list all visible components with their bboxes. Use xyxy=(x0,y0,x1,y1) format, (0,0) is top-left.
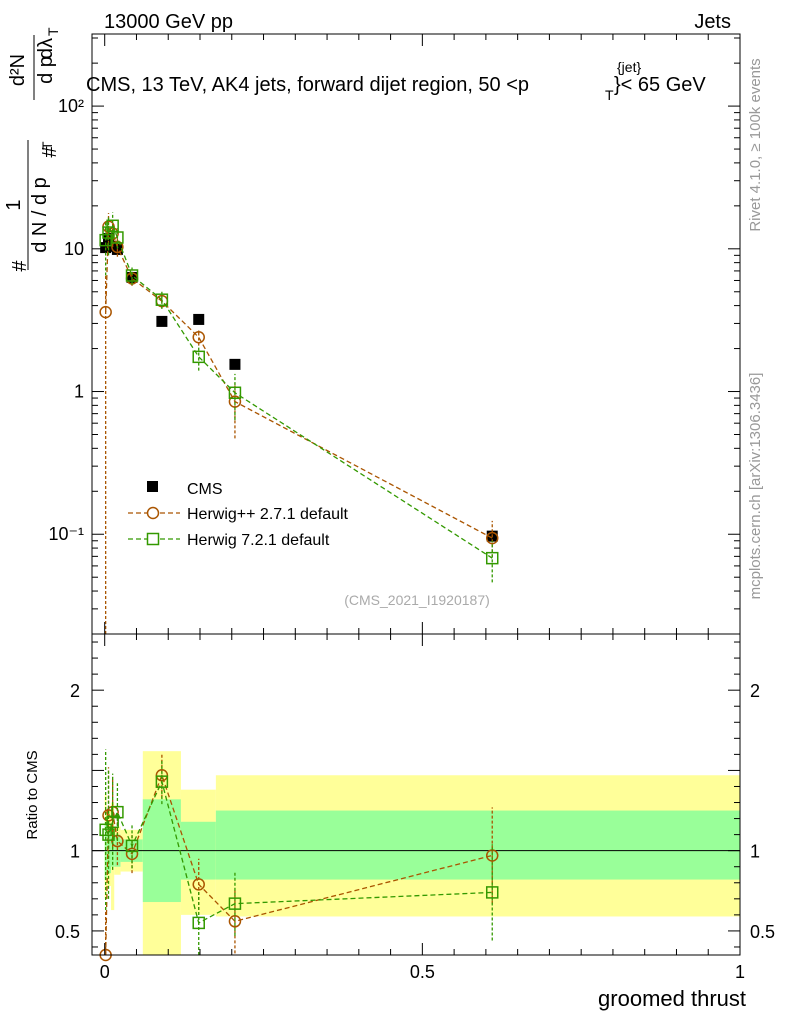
ratio-y-tick-label-right: 0.5 xyxy=(750,922,775,942)
series-herwig-7-2-1-default xyxy=(99,212,499,583)
y-tick-label: 10 xyxy=(64,239,84,259)
data-point xyxy=(229,358,241,370)
main-series xyxy=(99,212,499,634)
data-point xyxy=(485,531,499,545)
ratio-series xyxy=(92,749,740,962)
ratio-point xyxy=(192,878,205,891)
uncertainty-band-inner xyxy=(215,810,254,880)
main-axes: 10⁻¹ 1 10 10² xyxy=(48,34,741,635)
ylabel-hash-2: # xyxy=(39,146,61,158)
legend-marker-herwigpp xyxy=(146,506,160,520)
main-ylabel: # 1 d N / d p T # d²N d p T dλ xyxy=(3,27,61,272)
ylabel-dpt: d p xyxy=(35,56,57,84)
y-tick-label: 10⁻¹ xyxy=(48,524,84,544)
series-line xyxy=(105,224,493,559)
ratio-y-tick-label: 0.5 xyxy=(55,922,80,942)
legend: CMS Herwig++ 2.7.1 default Herwig 7.2.1 … xyxy=(128,481,349,549)
legend-label-herwigpp: Herwig++ 2.7.1 default xyxy=(187,506,349,523)
ylabel-t-sub: T xyxy=(39,141,55,150)
title-prefix: CMS, 13 TeV, AK4 jets, forward dijet reg… xyxy=(86,74,529,96)
data-point xyxy=(156,315,168,327)
ratio-series-line xyxy=(105,773,493,956)
ratio-axes: 0.5 0.51 12 20 0.5 1 xyxy=(55,634,775,982)
main-plot: 10⁻¹ 1 10 10² CMS, 13 TeV, AK4 jets, forwar… xyxy=(48,33,741,635)
title-sub: T xyxy=(605,87,614,103)
ratio-frame xyxy=(91,633,741,956)
plot-title: CMS, 13 TeV, AK4 jets, forward dijet reg… xyxy=(86,59,706,103)
legend-marker-cms xyxy=(147,481,158,492)
ylabel-t-sub-2: T xyxy=(45,27,61,36)
ratio-y-tick-label-right: 1 xyxy=(750,842,760,862)
ratio-ylabel: Ratio to CMS xyxy=(24,750,41,839)
data-point xyxy=(228,395,242,408)
data-point xyxy=(99,233,112,247)
ratio-y-tick-label: 1 xyxy=(70,842,80,862)
ratio-point xyxy=(192,916,205,930)
series-herwig-2-7-1-default xyxy=(99,213,499,634)
x-tick-label: 1 xyxy=(735,962,745,982)
analysis-watermark: (CMS_2021_I1920187) xyxy=(344,592,490,608)
legend-label-cms: CMS xyxy=(187,481,223,498)
data-point xyxy=(193,313,205,325)
ratio-point xyxy=(125,839,139,853)
ratio-y-tick-label-right: 2 xyxy=(750,681,760,701)
data-point xyxy=(192,350,205,364)
ratio-point xyxy=(485,886,499,899)
ylabel-dlambda: dλ xyxy=(35,38,57,59)
mcplots-label: mcplots.cern.ch [arXiv:1306.3436] xyxy=(747,373,764,600)
data-point xyxy=(192,331,205,344)
x-axis-label: groomed thrust xyxy=(598,986,746,1011)
ratio-point xyxy=(228,915,242,928)
ratio-series-herwig-2-7-1-default xyxy=(99,752,499,962)
legend-marker-herwig7 xyxy=(146,532,160,546)
series-line xyxy=(105,224,493,539)
ratio-point xyxy=(102,828,115,841)
ratio-point xyxy=(155,775,169,788)
ratio-series-herwig-7-2-1-default xyxy=(99,749,499,955)
y-tick-label: 1 xyxy=(74,382,84,402)
y-tick-label: 10² xyxy=(58,96,84,116)
ratio-bands xyxy=(104,751,740,955)
rivet-label: Rivet 4.1.0, ≥ 100k events xyxy=(747,58,764,231)
data-point xyxy=(155,293,169,306)
legend-label-herwig7: Herwig 7.2.1 default xyxy=(187,532,330,549)
x-tick-label: 0 xyxy=(100,962,110,982)
uncertainty-band-inner xyxy=(254,810,740,880)
header-right: Jets xyxy=(694,11,731,33)
ratio-point xyxy=(125,847,139,861)
ratio-plot: 0.5 0.51 12 20 0.5 1 xyxy=(55,633,775,982)
ylabel-d2n: d²N xyxy=(7,54,29,86)
data-point xyxy=(99,305,112,319)
series-cms xyxy=(100,233,498,542)
ylabel-dn-dpt: d N / d p xyxy=(29,177,51,253)
data-point xyxy=(485,551,499,565)
ratio-point xyxy=(111,805,124,819)
data-point xyxy=(111,231,124,244)
data-point xyxy=(228,386,242,400)
title-suffix: }< 65 GeV xyxy=(614,74,706,96)
x-tick-label: 0.5 xyxy=(410,962,435,982)
ylabel-one: 1 xyxy=(3,199,25,210)
title-sup: {jet} xyxy=(617,59,641,75)
ratio-point xyxy=(228,897,242,910)
data-point xyxy=(125,269,139,282)
ratio-y-tick-label: 2 xyxy=(70,681,80,701)
header-left: 13000 GeV pp xyxy=(104,11,233,33)
ylabel-hash-1: # xyxy=(9,260,31,272)
